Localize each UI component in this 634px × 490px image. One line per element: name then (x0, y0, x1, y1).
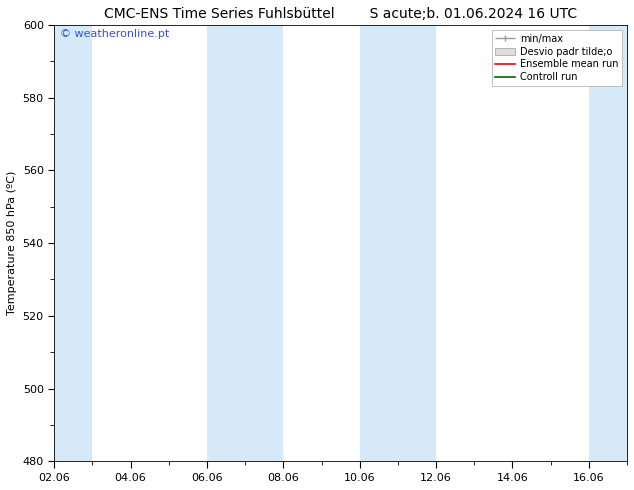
Text: © weatheronline.pt: © weatheronline.pt (60, 29, 169, 39)
Bar (54, 25, 93, 461)
Legend: min/max, Desvio padr tilde;o, Ensemble mean run, Controll run: min/max, Desvio padr tilde;o, Ensemble m… (491, 30, 622, 86)
Title: CMC-ENS Time Series Fuhlsbüttel        S acute;b. 01.06.2024 16 UTC: CMC-ENS Time Series Fuhlsbüttel S acute;… (104, 7, 577, 21)
Bar (589, 25, 627, 461)
Bar (359, 25, 436, 461)
Bar (207, 25, 283, 461)
Y-axis label: Temperature 850 hPa (ºC): Temperature 850 hPa (ºC) (7, 171, 17, 315)
